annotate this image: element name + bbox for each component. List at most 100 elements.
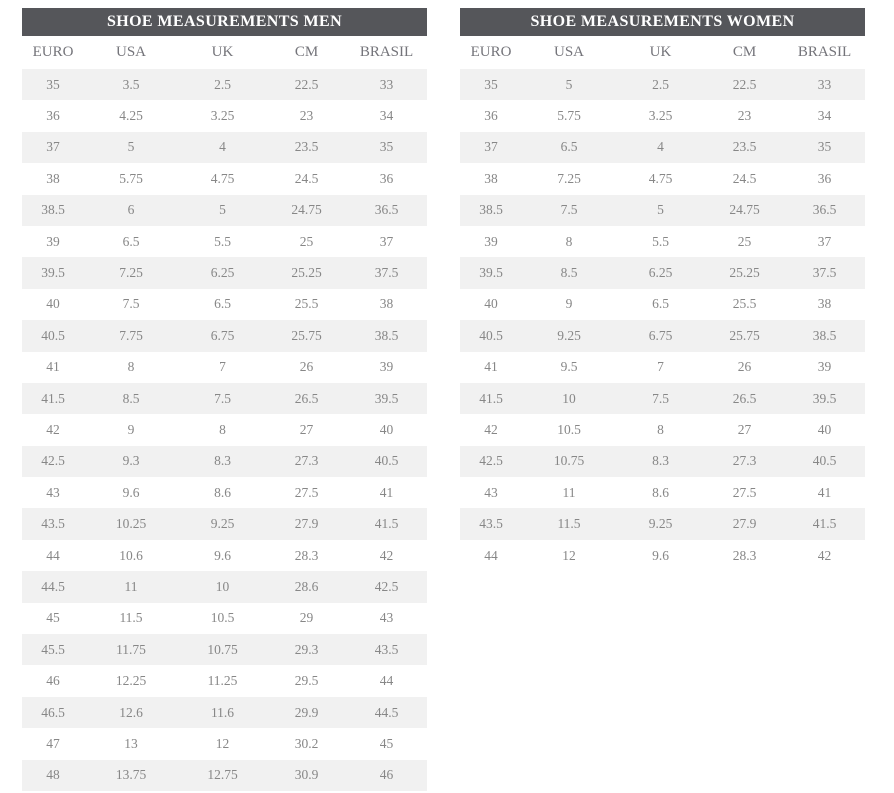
table-cell: 7.5 — [560, 202, 578, 218]
table-cell: 25.25 — [291, 265, 322, 281]
table-cell: 5 — [219, 202, 226, 218]
table-cell: 25 — [299, 233, 314, 249]
table-cell: 41.5 — [41, 390, 65, 406]
table-cell: 12.25 — [115, 673, 147, 689]
table-cell: 26.5 — [732, 390, 757, 406]
table-cell: 43 — [484, 484, 498, 500]
table-cell: 7 — [219, 359, 226, 375]
table-cell: 28.3 — [294, 547, 319, 563]
table-cell: 13.75 — [115, 767, 147, 783]
table-cell: 29 — [299, 610, 314, 626]
table-cell: 10.6 — [119, 547, 143, 563]
table-cell: 25.25 — [729, 265, 760, 281]
table-row: 40.5 9.25 6.75 25.75 38.5 — [460, 320, 865, 352]
table-cell: 6 — [127, 202, 135, 218]
table-row: 47 13 12 30.2 45 — [22, 728, 427, 760]
table-row: 41.5 10 7.5 26.5 39.5 — [460, 382, 865, 415]
table-cell: 29.3 — [294, 641, 319, 657]
table-cell: 5 — [565, 76, 573, 92]
table-cell: 39.5 — [812, 390, 837, 406]
table-cell: 8.6 — [214, 484, 231, 500]
table-cell: 2.5 — [652, 76, 669, 92]
table-cell: 9.3 — [122, 453, 140, 469]
table-row: 38 7.25 4.75 24.5 36 — [460, 163, 865, 195]
table-cell: 8.3 — [652, 453, 669, 469]
table-cell: 41 — [817, 484, 832, 500]
table-row: 44 12 9.6 28.3 42 — [460, 539, 865, 572]
table-cell: 45 — [46, 610, 60, 626]
table-cell: 30.9 — [294, 767, 319, 783]
table-cell: 3.25 — [648, 108, 673, 124]
table-cell: 10.5 — [557, 421, 581, 437]
table-row: 40 9 6.5 25.5 38 — [460, 288, 865, 321]
table-cell: 9.5 — [560, 359, 578, 375]
table-cell: 10.5 — [210, 610, 235, 626]
table-cell: 43 — [379, 610, 394, 626]
table-cell: 28.6 — [294, 578, 319, 594]
table-cell: 33 — [817, 76, 832, 92]
table-cell: 10.75 — [553, 453, 585, 469]
table-cell: 7.5 — [122, 296, 140, 312]
table-cell: 37 — [46, 139, 60, 155]
table-cell: 38.5 — [812, 327, 837, 343]
table-cell: 39 — [46, 233, 60, 249]
table-row: 37 5 4 23.5 35 — [22, 131, 427, 164]
table-cell: 42.5 — [374, 578, 399, 594]
table-row: 40.5 7.75 6.75 25.75 38.5 — [22, 320, 427, 352]
table-cell: 43.5 — [41, 516, 65, 532]
table-row: 39 6.5 5.5 25 37 — [22, 225, 427, 258]
table-cell: 23.5 — [294, 139, 319, 155]
table-cell: 25 — [737, 233, 752, 249]
table-cell: 47 — [46, 735, 60, 751]
table-cell: 11.75 — [116, 641, 146, 657]
table-cell: 44.5 — [374, 704, 399, 720]
table-cell: 37 — [817, 233, 832, 249]
table-cell: 36.5 — [374, 202, 399, 218]
table-cell: 38 — [484, 170, 498, 186]
table-cell: 27.3 — [294, 453, 319, 469]
table-cell: 8 — [219, 421, 226, 437]
column-header: EURO — [32, 44, 74, 60]
table-cell: 25.75 — [291, 327, 322, 343]
table-cell: 38.5 — [374, 327, 399, 343]
table-cell: 7.25 — [119, 265, 143, 281]
table-cell: 5.75 — [119, 170, 143, 186]
table-cell: 6.75 — [210, 327, 235, 343]
table-cell: 24.75 — [729, 202, 760, 218]
table-cell: 37 — [484, 139, 498, 155]
table-cell: 8 — [565, 233, 573, 249]
table-cell: 43.5 — [374, 641, 399, 657]
table-row: 43.5 10.25 9.25 27.9 41.5 — [22, 508, 427, 540]
column-header: CM — [294, 44, 319, 60]
table-cell: 7.75 — [119, 327, 143, 343]
table-cell: 9.6 — [214, 547, 231, 563]
column-header: UK — [649, 44, 672, 60]
table-cell: 42 — [379, 547, 394, 563]
table-cell: 41.5 — [812, 516, 837, 532]
table-cell: 35 — [484, 76, 498, 92]
table-cell: 37 — [379, 233, 394, 249]
table-cell: 41 — [46, 359, 60, 375]
table-cell: 45 — [379, 735, 394, 751]
table-row: 35 3.5 2.5 22.5 33 — [22, 69, 427, 101]
table-row: 38.5 6 5 24.75 36.5 — [22, 194, 427, 226]
table-cell: 9.25 — [648, 516, 673, 532]
table-cell: 46.5 — [41, 704, 65, 720]
table-cell: 36 — [46, 108, 60, 124]
table-cell: 4.75 — [210, 170, 235, 186]
table-row: 44 10.6 9.6 28.3 42 — [22, 539, 427, 572]
table-cell: 26 — [299, 359, 314, 375]
column-header: EURO — [470, 44, 512, 60]
table-cell: 9.6 — [122, 484, 140, 500]
table-cell: 28.3 — [732, 547, 757, 563]
men-table-rows: 35 3.5 2.5 22.5 33 36 4.25 3.25 23 34 37 5 4 23.5 35 38… — [22, 69, 427, 791]
table-cell: 11 — [124, 578, 138, 594]
table-cell: 34 — [817, 108, 832, 124]
table-cell: 44 — [379, 673, 394, 689]
table-cell: 24.5 — [732, 170, 757, 186]
table-cell: 12.6 — [119, 704, 143, 720]
table-cell: 25.5 — [732, 296, 757, 312]
table-row: 39.5 7.25 6.25 25.25 37.5 — [22, 257, 427, 289]
table-cell: 38 — [46, 170, 60, 186]
